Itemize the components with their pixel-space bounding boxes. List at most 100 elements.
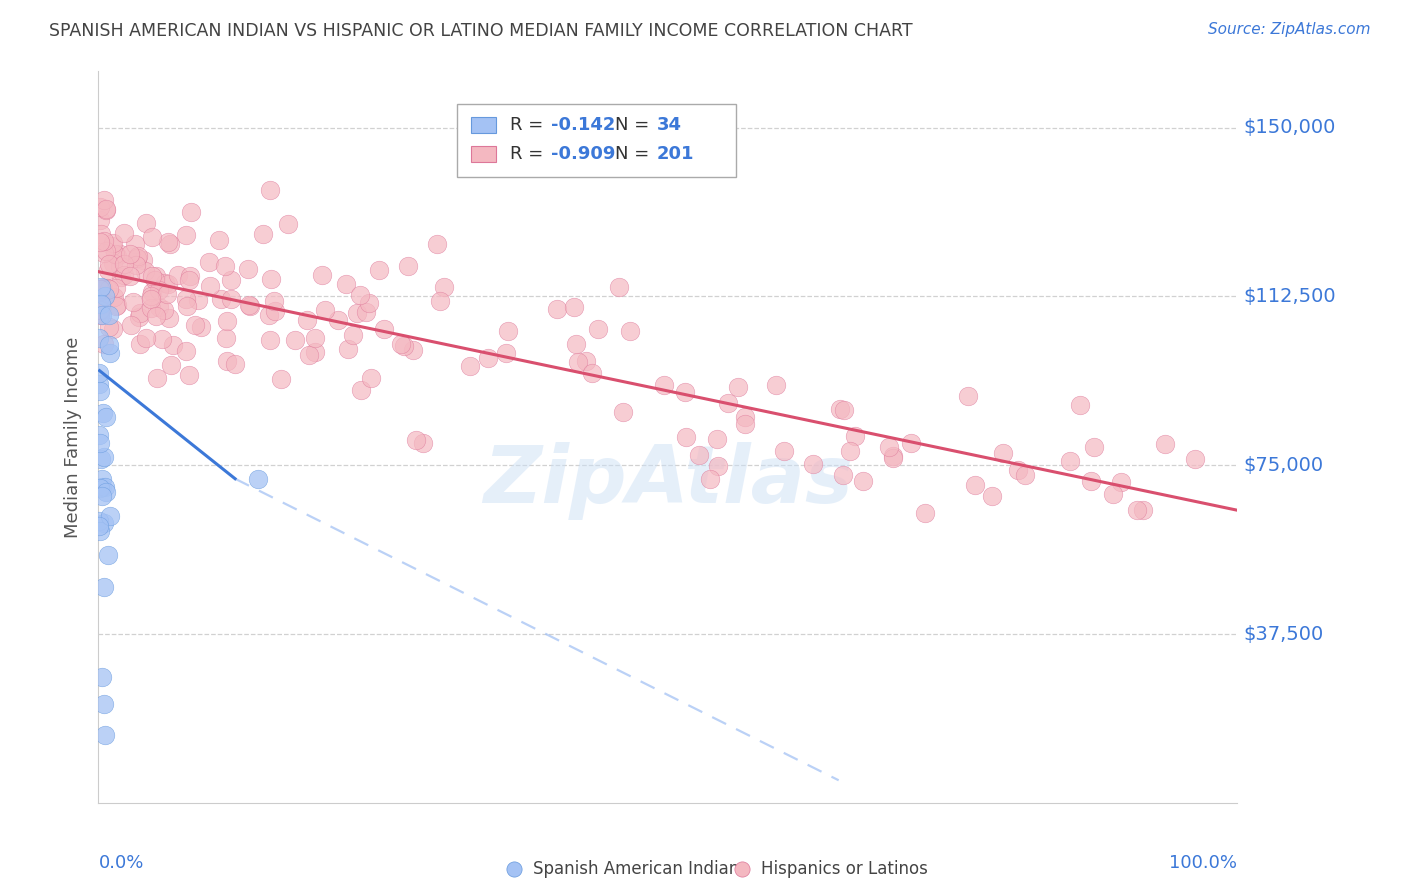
Point [260,272,283,286]
Point [198,254,221,268]
Point [152,332,174,346]
Point [389,336,412,351]
Point [335,277,357,291]
Point [155,287,177,301]
Point [373,321,395,335]
Point [1184,452,1206,467]
Point [93,580,115,594]
Point [159,236,181,251]
Point [174,344,197,359]
Point [89,235,111,250]
Point [426,237,449,252]
Point [546,302,568,317]
Point [87,519,110,533]
Point [773,443,796,458]
Point [135,331,157,345]
Text: R =: R = [509,145,548,163]
Point [270,372,292,386]
Point [91,489,114,503]
Point [93,289,115,303]
Point [89,294,111,309]
Text: Hispanics or Latinos: Hispanics or Latinos [761,860,928,878]
Point [264,303,287,318]
FancyBboxPatch shape [471,117,496,133]
Text: $112,500: $112,500 [1243,287,1336,306]
Point [852,475,875,489]
Point [1102,487,1125,501]
Point [1007,463,1029,477]
Text: ZipAtlas: ZipAtlas [482,442,853,520]
Point [239,299,262,313]
Point [131,253,153,268]
Point [91,407,114,421]
Point [1083,440,1105,454]
Point [98,319,121,334]
Point [214,331,236,345]
Text: Spanish American Indians: Spanish American Indians [533,860,748,878]
Point [98,308,121,322]
Point [89,303,111,318]
Point [91,281,114,295]
Point [731,796,754,810]
Point [259,334,281,348]
Text: -0.909: -0.909 [551,145,614,163]
Text: 0.0%: 0.0% [98,854,143,872]
Point [277,218,299,232]
Point [108,259,131,273]
Point [337,342,360,356]
Point [174,292,197,306]
Point [91,284,114,298]
Point [176,299,198,313]
Point [900,435,922,450]
Point [219,273,242,287]
Point [114,268,136,283]
Point [1069,398,1091,412]
Point [1109,475,1132,489]
Point [991,445,1014,459]
Point [208,233,231,247]
Point [184,318,207,332]
Point [304,344,326,359]
Point [93,245,115,260]
Text: -0.142: -0.142 [551,116,614,134]
Point [100,508,122,523]
FancyBboxPatch shape [471,146,496,162]
Text: $75,000: $75,000 [1243,456,1323,475]
Point [834,403,856,417]
Point [100,238,122,252]
Point [90,670,112,684]
Point [162,338,184,352]
Point [98,283,121,297]
Point [98,337,121,351]
Point [357,296,380,310]
Point [94,728,117,742]
Point [89,284,111,298]
Point [831,468,853,483]
Point [412,436,434,450]
Point [1080,474,1102,488]
FancyBboxPatch shape [457,104,737,178]
Point [90,451,112,466]
Point [246,472,269,486]
Point [311,268,333,283]
Point [139,289,162,303]
Point [124,236,146,251]
Point [607,280,630,294]
Point [727,380,749,394]
Text: $37,500: $37,500 [1243,624,1323,643]
Point [90,282,112,296]
Point [93,193,115,207]
Point [166,268,188,283]
Point [104,247,127,261]
Point [94,480,117,494]
Point [619,324,641,338]
Y-axis label: Median Family Income: Median Family Income [65,336,83,538]
Point [717,396,740,410]
Point [350,383,373,397]
Point [141,268,163,283]
Point [360,371,382,385]
Point [259,308,281,322]
Point [145,268,167,283]
Point [93,516,115,530]
Point [882,450,904,465]
